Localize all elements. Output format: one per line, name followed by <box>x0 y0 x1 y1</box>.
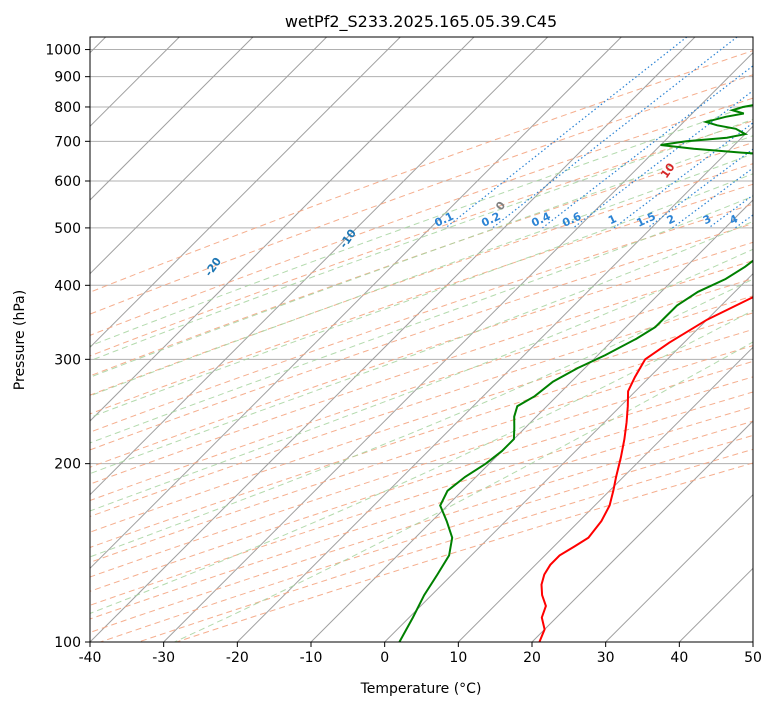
dry-adiabat-line <box>90 241 753 468</box>
isotherm-line <box>236 125 753 642</box>
mixing-ratio-label: 1 <box>606 212 618 227</box>
isotherm-line <box>457 346 753 642</box>
x-tick-label: 20 <box>523 650 541 666</box>
moist-adiabat-line <box>90 309 753 614</box>
chart-title: wetPf2_S233.2025.165.05.39.C45 <box>285 12 557 32</box>
dry-adiabat-line <box>90 222 753 451</box>
sounding-profiles <box>398 104 753 642</box>
dry-adiabat-line <box>90 97 753 336</box>
dewpoint-profile-line <box>398 104 753 642</box>
dry-adiabat-label: -10 <box>337 227 359 251</box>
moist-adiabat-line <box>90 173 753 418</box>
mixing-ratio-line <box>672 167 753 229</box>
x-tick-label: -20 <box>226 650 249 666</box>
dry-adiabat-line <box>90 278 753 502</box>
x-tick-label: 0 <box>380 650 389 666</box>
x-tick-label: 50 <box>744 650 762 666</box>
dry-adiabat-line <box>90 391 753 606</box>
mixing-ratio-label: 2 <box>665 212 677 227</box>
moist-adiabat-line <box>90 220 753 475</box>
mixing-ratio-line <box>572 89 753 229</box>
y-tick-label: 700 <box>54 134 81 150</box>
x-tick-label: -10 <box>300 650 323 666</box>
x-tick-label: 40 <box>670 650 688 666</box>
dry-adiabat-line <box>90 328 753 548</box>
dry-adiabat-line <box>90 260 753 485</box>
dry-adiabat-line <box>90 163 753 396</box>
y-tick-label: 1000 <box>45 43 81 59</box>
dry-adiabat-label: -20 <box>202 255 224 279</box>
dry-adiabat-line <box>90 360 753 578</box>
y-tick-label: 300 <box>54 352 81 368</box>
moist-adiabat-line <box>90 195 753 444</box>
dry-adiabat-line <box>90 312 753 533</box>
axes: -40 -30 -20 -10 0 10 20 30 40 50 100 200 300 400 500 60… <box>45 43 762 666</box>
dry-adiabat-line <box>90 50 753 293</box>
mixing-ratio-label: 0.4 <box>529 210 552 230</box>
y-tick-label: 400 <box>54 278 81 294</box>
dry-adiabat-label: 10 <box>658 160 678 180</box>
isotherm-line <box>90 37 696 642</box>
mixing-ratio-label: 3 <box>701 212 713 227</box>
mixing-ratio-label: 6 <box>766 212 775 227</box>
y-tick-label: 100 <box>54 635 81 651</box>
x-tick-label: 10 <box>449 650 467 666</box>
y-tick-label: 900 <box>54 70 81 86</box>
y-tick-label: 200 <box>54 457 81 473</box>
dry-adiabat-line <box>90 141 753 377</box>
moist-adiabat-line <box>90 153 753 397</box>
dry-adiabat-line <box>90 420 753 633</box>
isotherm-line <box>90 37 328 275</box>
isotherm-line <box>605 493 753 642</box>
isotherm-line <box>531 420 753 642</box>
dry-adiabat-line <box>90 203 753 433</box>
temperature-profile-line <box>538 296 753 642</box>
mixing-ratio-line <box>445 37 688 229</box>
dry-adiabat-label: -30 <box>38 297 60 321</box>
isotherm-line <box>384 272 753 642</box>
dry-adiabat-line <box>90 376 753 592</box>
isotherm-line <box>90 37 622 570</box>
isotherm-line <box>90 37 401 349</box>
x-tick-label: -40 <box>79 650 102 666</box>
x-tick-label: 30 <box>597 650 615 666</box>
isotherm-line <box>90 37 254 201</box>
moist-adiabat-line <box>90 103 753 347</box>
y-tick-label: 600 <box>54 174 81 190</box>
x-tick-label: -30 <box>152 650 175 666</box>
dry-adiabat-line <box>90 120 753 357</box>
isotherm-line <box>163 51 753 642</box>
dry-adiabat-line <box>90 345 753 563</box>
isotherm-line <box>90 37 475 422</box>
moist-adiabat-line <box>90 278 753 558</box>
isotherm-line <box>752 641 753 642</box>
background-lines <box>90 37 753 642</box>
mixing-ratio-label: 0.6 <box>560 210 583 230</box>
dry-adiabat-line <box>90 295 753 518</box>
y-axis-label: Pressure (hPa) <box>12 290 28 390</box>
y-tick-label: 800 <box>54 100 81 116</box>
dry-adiabat-line <box>90 74 753 315</box>
mixing-ratio-line <box>542 65 753 229</box>
mixing-ratio-label: 1.5 <box>635 210 658 230</box>
isotherm-line <box>90 37 549 496</box>
plot-frame <box>89 36 754 643</box>
x-axis-label: Temperature (°C) <box>360 681 482 697</box>
moist-adiabat-line <box>90 118 753 362</box>
y-tick-label: 500 <box>54 221 81 237</box>
moist-adiabat-line <box>90 135 753 378</box>
dry-adiabat-line <box>90 183 753 415</box>
mixing-ratio-line <box>492 37 738 229</box>
moist-adiabat-line <box>90 248 753 512</box>
mixing-ratio-line <box>613 122 753 229</box>
isotherm-line <box>310 199 753 642</box>
